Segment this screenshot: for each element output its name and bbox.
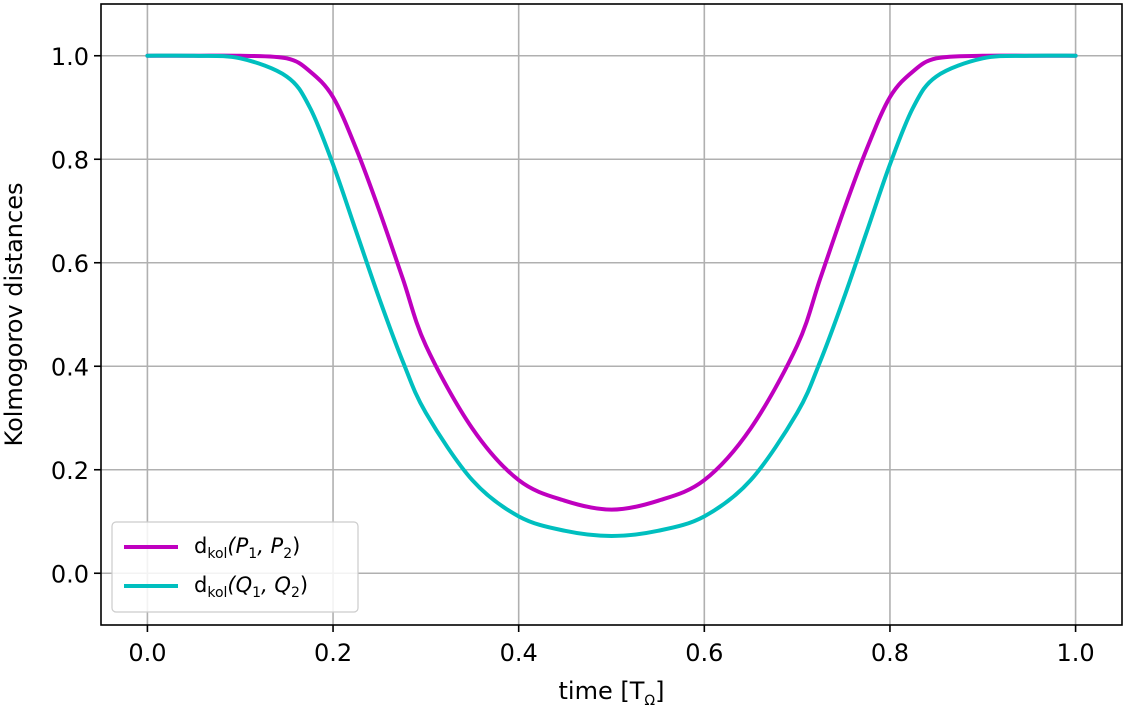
- y-tick-label: 1.0: [51, 43, 89, 71]
- y-tick-label: 0.0: [51, 560, 89, 588]
- y-tick-label: 0.4: [51, 353, 89, 381]
- x-tick-label: 0.6: [685, 639, 723, 667]
- legend-label-q-args: (Q: [227, 573, 252, 597]
- legend-label-p-args: (P: [227, 534, 248, 558]
- plot-frame: [100, 3, 1123, 626]
- series-line-q: [145, 53, 1078, 538]
- x-tick-label: 1.0: [1057, 639, 1095, 667]
- x-axis-label-sub: Ω: [644, 693, 655, 709]
- legend-label-p-sub2: 2: [283, 546, 292, 562]
- y-tick-label: 0.8: [51, 146, 89, 174]
- legend-label-p-close: ): [292, 534, 300, 558]
- legend-entry-q: dkol(Q1, Q2): [124, 573, 308, 601]
- x-axis-label: time [TΩ]: [559, 677, 665, 709]
- legend-label-p-d: d: [194, 534, 207, 558]
- series-line-p: [145, 53, 1078, 512]
- legend-label-p: dkol(P1, P2): [194, 534, 300, 562]
- x-axis-label-suffix: ]: [655, 677, 664, 705]
- legend-label-q-sub: kol: [207, 585, 227, 601]
- legend-label-q-close: ): [300, 573, 308, 597]
- legend-entry-p: dkol(P1, P2): [124, 534, 300, 562]
- y-tick-label: 0.2: [51, 457, 89, 485]
- legend-label-p-sub1: 1: [248, 546, 257, 562]
- y-axis-label: Kolmogorov distances: [0, 183, 28, 447]
- legend-label-q: dkol(Q1, Q2): [194, 573, 308, 601]
- legend-label-p-sub: kol: [207, 546, 227, 562]
- y-tick-label: 0.6: [51, 250, 89, 278]
- x-axis-label-main: time [T: [559, 677, 645, 705]
- legend: dkol(P1, P2) dkol(Q1, Q2): [111, 521, 359, 613]
- ticks: 0.0 0.2 0.4 0.6 0.8 1.0 0.0 0.2 0.4 0.6 0.8 1.0: [51, 43, 1095, 667]
- legend-label-p-sep: , P: [257, 534, 283, 558]
- x-tick-label: 0.0: [128, 639, 166, 667]
- legend-label-q-sub1: 1: [252, 585, 261, 601]
- x-tick-label: 0.4: [500, 639, 538, 667]
- x-tick-label: 0.8: [871, 639, 909, 667]
- legend-label-q-sep: , Q: [261, 573, 291, 597]
- legend-label-q-sub2: 2: [291, 585, 300, 601]
- legend-label-q-d: d: [194, 573, 207, 597]
- series-layer: [145, 53, 1078, 538]
- legend-box: [111, 521, 359, 613]
- x-tick-label: 0.2: [314, 639, 352, 667]
